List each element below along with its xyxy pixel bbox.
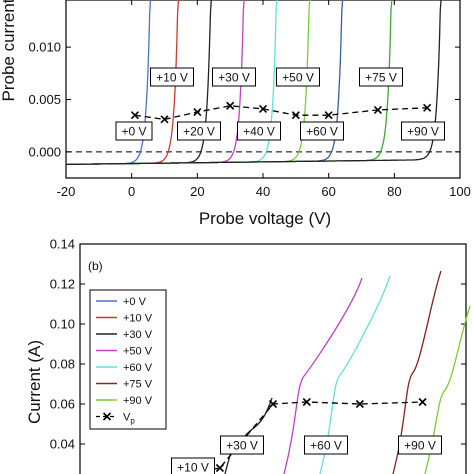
panel-a-annotation: +30 V xyxy=(212,67,256,87)
panel-a-vp-line xyxy=(134,105,428,121)
panel-a-y-axis-title: Probe current xyxy=(0,0,18,102)
panel-a-x-tick-label: 80 xyxy=(387,184,401,199)
panel-a-annotation: +90 V xyxy=(401,121,445,141)
panel-b-legend-label: +0 V xyxy=(123,296,147,308)
panel-b-curve xyxy=(424,305,471,474)
panel-a-vp-marker xyxy=(423,103,432,112)
panel-a-curves xyxy=(66,0,442,166)
panel-a-annotation: +75 V xyxy=(359,67,403,87)
panel-a-vp-marker xyxy=(193,107,202,117)
panel-a-plot-frame xyxy=(65,0,461,179)
panel-b-curve xyxy=(319,275,391,474)
panel-a-x-tick-label: 20 xyxy=(190,184,204,199)
svg-text:+50 V: +50 V xyxy=(282,71,314,85)
panel-a-vp-marker xyxy=(258,104,268,113)
svg-text:+0 V: +0 V xyxy=(121,125,146,139)
panel-a-y-tick-label: 0.000 xyxy=(28,144,61,159)
panel-a-x-axis-title: Probe voltage (V) xyxy=(199,209,331,228)
panel-b-y-tick-label: 0.12 xyxy=(50,277,75,292)
svg-text:+30 V: +30 V xyxy=(226,439,258,453)
panel-a-vp-marker xyxy=(160,115,169,124)
panel-b-legend-label: +60 V xyxy=(123,362,153,374)
panel-b-y-axis-title: Current (A) xyxy=(25,340,44,424)
svg-text:+10 V: +10 V xyxy=(177,461,209,474)
panel-b-y-tick-label: 0.08 xyxy=(50,357,75,372)
panel-b-vp-marker xyxy=(302,397,311,407)
panel-b-legend-label: +50 V xyxy=(123,346,153,358)
panel-b-legend-label: +90 V xyxy=(123,395,153,407)
panel-a-annotation: +50 V xyxy=(276,67,320,87)
panel-b-label: (b) xyxy=(88,259,103,273)
panel-b-annotation: +60 V xyxy=(304,435,348,455)
panel-b-legend-label: +30 V xyxy=(123,329,153,341)
panel-b-y-tick-label: 0.06 xyxy=(50,397,75,412)
panel-a-annotation: +40 V xyxy=(237,121,281,141)
panel-b-annotation: +10 V xyxy=(171,457,215,474)
panel-a-annotation: +0 V xyxy=(115,121,153,141)
panel-a-y-tick-label: 0.010 xyxy=(28,40,61,55)
panel-a-annotation: +10 V xyxy=(150,67,194,87)
panel-b-vp-marker xyxy=(215,463,224,473)
panel-a-vp-marker xyxy=(226,101,235,110)
panel-b-vp-marker xyxy=(418,397,427,407)
panel-a-vp-marker xyxy=(373,105,382,115)
panel-a-vp-series xyxy=(130,101,432,124)
svg-text:+60 V: +60 V xyxy=(306,125,338,139)
panel-b-vp-marker xyxy=(268,399,278,409)
panel-a-curve xyxy=(66,0,442,166)
panel-b-curve xyxy=(392,270,442,474)
panel-b-annotation: +30 V xyxy=(220,435,264,455)
panel-a: -20 0 20 40 60 80 100 0.000 0.005 0.010 +0 V +10 V… xyxy=(0,0,471,228)
panel-a-annotation: +60 V xyxy=(300,121,344,141)
panel-a-x-tick-label: 100 xyxy=(449,184,471,199)
panel-a-annotation: +20 V xyxy=(177,121,221,141)
panel-a-x-tick-label: 40 xyxy=(256,184,270,199)
panel-b-y-tick-label: 0.04 xyxy=(50,437,75,452)
panel-b-ticks: 0.04 0.06 0.08 0.10 0.12 0.14 xyxy=(50,237,466,452)
panel-b-y-tick-label: 0.10 xyxy=(50,317,75,332)
svg-text:+30 V: +30 V xyxy=(218,71,250,85)
panel-a-vp-marker xyxy=(324,111,333,120)
panel-a-x-tick-label: 60 xyxy=(321,184,335,199)
panel-b-legend-vp-marker xyxy=(102,412,112,421)
panel-a-annotations: +0 V +10 V +20 V +30 V +40 V +50 V +60 V +75 V +… xyxy=(115,67,445,141)
panel-b-legend-box xyxy=(89,289,167,430)
panel-b-annotation: +90 V xyxy=(398,435,442,455)
panel-a-vp-marker xyxy=(291,111,300,120)
panel-a-ticks: -20 0 20 40 60 80 100 0.000 0.005 0.010 xyxy=(28,0,471,199)
svg-text:+75 V: +75 V xyxy=(365,71,397,85)
panel-a-vp-marker xyxy=(130,111,140,120)
panel-a-x-tick-label: 0 xyxy=(128,184,135,199)
panel-b-curve xyxy=(283,277,363,474)
panel-b-vp-marker xyxy=(355,399,364,409)
panel-b-legend: +0 V+10 V+30 V+50 V+60 V+75 V+90 VVp xyxy=(89,289,167,430)
svg-text:+10 V: +10 V xyxy=(156,71,188,85)
panel-b-legend-label: +10 V xyxy=(123,313,153,325)
svg-text:+20 V: +20 V xyxy=(183,125,215,139)
panel-b-annotations: +10 V +30 V +60 V +90 V xyxy=(171,435,442,474)
svg-text:+90 V: +90 V xyxy=(407,125,439,139)
svg-text:+60 V: +60 V xyxy=(310,439,342,453)
panel-a-y-tick-label: 0.005 xyxy=(28,92,61,107)
panel-b-legend-label: +75 V xyxy=(123,379,153,391)
panel-b-y-tick-label: 0.14 xyxy=(50,237,75,252)
panel-b: (b) 0.040.060.080.100.120.14 +10 V+30 V +… xyxy=(25,237,471,474)
svg-text:+90 V: +90 V xyxy=(404,439,436,453)
panel-a-x-tick-label: -20 xyxy=(57,184,76,199)
svg-text:+40 V: +40 V xyxy=(243,125,275,139)
